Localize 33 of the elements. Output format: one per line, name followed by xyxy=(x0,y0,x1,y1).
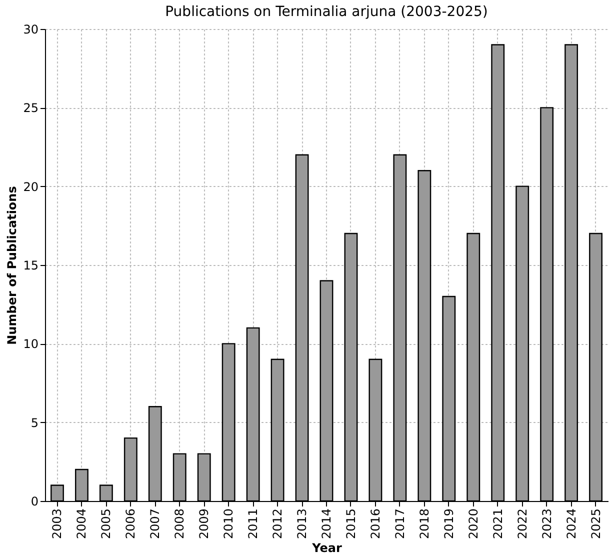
x-tick-label: 2017 xyxy=(392,508,407,540)
x-tick-label: 2019 xyxy=(442,508,456,540)
y-tick-label: 0 xyxy=(30,494,38,508)
x-tick-label: 2021 xyxy=(490,508,505,540)
x-tick-label: 2011 xyxy=(246,508,260,540)
x-tick-label: 2014 xyxy=(320,508,334,540)
x-axis-title: Year xyxy=(311,541,342,556)
x-tick-label: 2022 xyxy=(515,508,530,540)
x-tick-label: 2013 xyxy=(295,508,310,540)
x-tick-label: 2005 xyxy=(99,508,114,540)
x-tick-label: 2012 xyxy=(270,508,285,540)
x-tick-label: 2007 xyxy=(148,508,162,540)
x-tick-label: 2008 xyxy=(172,508,187,540)
x-tick-label: 2004 xyxy=(74,508,89,540)
x-tick-label: 2023 xyxy=(540,508,554,540)
y-tick-label: 20 xyxy=(23,180,38,194)
y-tick-label: 15 xyxy=(23,258,38,272)
x-tick-label: 2020 xyxy=(466,508,480,540)
y-tick-label: 25 xyxy=(23,101,38,116)
x-tick-label: 2009 xyxy=(197,508,212,540)
x-tick-label: 2016 xyxy=(368,508,382,540)
y-tick-label: 30 xyxy=(23,22,38,36)
x-tick-label: 2018 xyxy=(417,508,432,540)
y-tick-label: 10 xyxy=(23,337,38,352)
y-axis-title: Number of Publications xyxy=(5,186,20,345)
x-tick-label: 2015 xyxy=(344,508,358,540)
x-tick-label: 2025 xyxy=(588,508,603,540)
x-tick-label: 2006 xyxy=(124,508,138,540)
x-tick-label: 2024 xyxy=(564,508,578,540)
x-tick-label: 2010 xyxy=(222,508,236,540)
x-tick-label: 2003 xyxy=(50,508,64,540)
chart-title: Publications on Terminalia arjuna (2003-2025) xyxy=(165,4,488,20)
y-tick-label: 5 xyxy=(30,416,38,430)
